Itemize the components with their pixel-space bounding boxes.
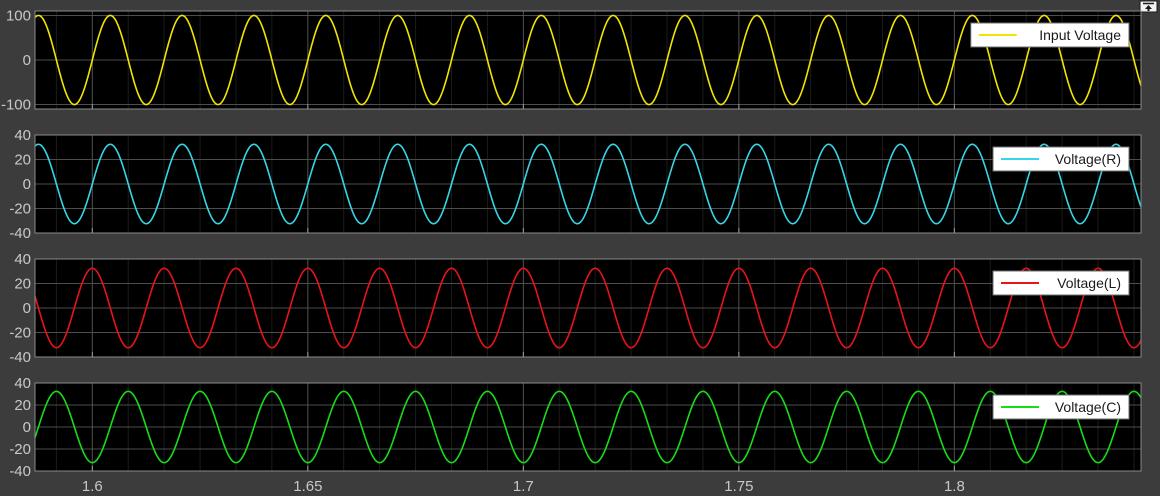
- y-tick-label: -100: [1, 97, 31, 114]
- y-tick-label: 100: [6, 7, 31, 24]
- scope-panel-4: -40 -20 0 20 40 Voltage(C): [9, 375, 1142, 480]
- undock-arrow-icon: [1143, 2, 1154, 11]
- scope-panel-2: -40 -20 0 20 40 Voltage(R): [9, 127, 1142, 242]
- legend-label: Voltage(L): [1057, 275, 1121, 291]
- x-tick-label: 1.65: [293, 478, 322, 495]
- y-tick-label: 0: [23, 52, 31, 69]
- y-tick-label: 0: [23, 419, 31, 436]
- axes-frame: [34, 134, 1142, 234]
- undock-button[interactable]: [1139, 0, 1158, 13]
- y-tick-label: -20: [9, 201, 31, 218]
- legend: Voltage(L): [992, 270, 1130, 296]
- series-line-voltage-r: [34, 143, 1142, 225]
- y-tick-label: 20: [14, 276, 31, 293]
- y-tick-label: -20: [9, 441, 31, 458]
- y-tick-label: 20: [14, 152, 31, 169]
- legend: Input Voltage: [970, 22, 1130, 48]
- y-tick-label: -20: [9, 325, 31, 342]
- y-tick-label: 40: [14, 251, 31, 268]
- x-tick-label: 1.7: [513, 478, 534, 495]
- y-tick-label: -40: [9, 225, 31, 242]
- legend: Voltage(R): [992, 146, 1130, 172]
- x-tick-label: 1.6: [82, 478, 103, 495]
- series-line-voltage-l: [34, 267, 1142, 349]
- y-tick-label: 40: [14, 375, 31, 392]
- legend-label: Voltage(C): [1055, 399, 1121, 415]
- x-tick-label: 1.8: [944, 478, 965, 495]
- legend-label: Input Voltage: [1039, 27, 1121, 43]
- legend: Voltage(C): [992, 394, 1130, 420]
- y-tick-label: 20: [14, 397, 31, 414]
- axes-frame: [34, 10, 1142, 110]
- y-tick-label: -40: [9, 349, 31, 366]
- y-tick-label: 0: [23, 176, 31, 193]
- axes-frame: [34, 258, 1142, 358]
- axes-frame: [34, 382, 1142, 472]
- scope-panel-3: -40 -20 0 20 40 Voltage(L): [9, 251, 1142, 366]
- y-tick-label: 40: [14, 127, 31, 144]
- series-line-voltage-c: [34, 390, 1142, 464]
- x-tick-label: 1.75: [724, 478, 753, 495]
- y-tick-label: 0: [23, 300, 31, 317]
- y-tick-label: -40: [9, 463, 31, 480]
- series-line-input-voltage: [34, 14, 1142, 106]
- scope-panel-1: -100 0 100 Input Voltage: [1, 7, 1142, 114]
- legend-label: Voltage(R): [1055, 151, 1121, 167]
